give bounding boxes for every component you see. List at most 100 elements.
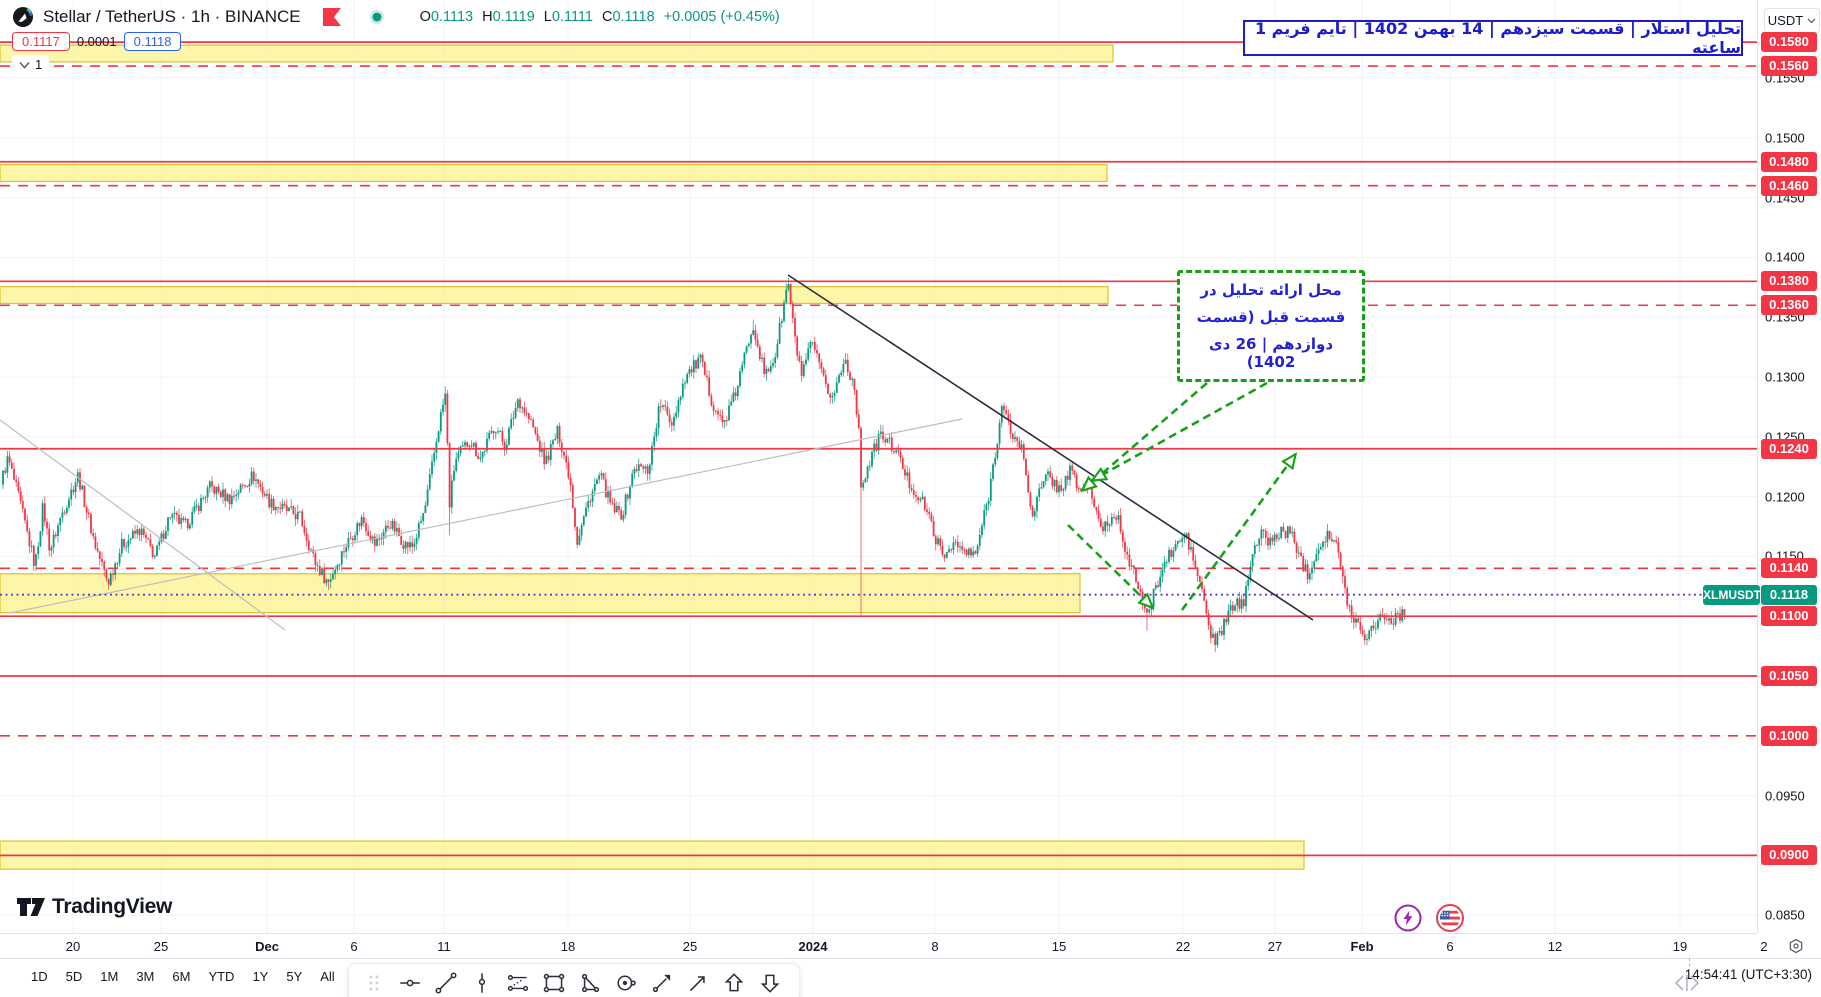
stellar-logo-icon [12, 6, 34, 28]
close-value: 0.1118 [612, 9, 655, 25]
date-range-switcher: 1D 5D 1M 3M 6M YTD 1Y 5Y All [24, 964, 391, 988]
level-price-badge: 0.1360 [1761, 295, 1817, 316]
current-price-badge: 0.1118 [1761, 584, 1817, 605]
bottom-toolbar: 1D 5D 1M 3M 6M YTD 1Y 5Y All 14:54:41 (UTC+3:30) [0, 958, 1821, 997]
chevron-down-icon [1807, 18, 1816, 23]
chart-event-icons [1393, 903, 1465, 933]
ascending-gray-trendline[interactable] [9, 418, 963, 614]
price-tick-label: 0.1400 [1765, 249, 1805, 265]
market-status-dot-icon[interactable] [369, 9, 385, 25]
ask-price-box[interactable]: 0.1118 [123, 32, 182, 51]
symbol-title[interactable]: Stellar / TetherUS · 1h · BINANCE [43, 7, 301, 26]
change-value: +0.0005 (+0.45%) [663, 9, 780, 25]
supply-demand-zone-1[interactable] [0, 44, 1114, 63]
open-value: 0.1113 [430, 9, 474, 25]
breakdown-arrow[interactable] [1067, 524, 1152, 607]
time-axis-label: 6 [1446, 939, 1454, 954]
supply-demand-zone-2[interactable] [0, 164, 1108, 183]
drag-handle[interactable] [357, 968, 390, 997]
time-axis-label: 6 [350, 939, 358, 954]
clock-utc-label[interactable]: 14:54:41 (UTC+3:30) [1684, 967, 1812, 982]
price-tick-label: 0.0950 [1765, 788, 1805, 804]
range-button-all[interactable]: All [320, 968, 335, 984]
level-price-badge: 0.1480 [1761, 151, 1817, 172]
time-axis-label: 19 [1672, 939, 1688, 954]
level-price-badge: 0.0900 [1761, 845, 1817, 866]
range-button-5d[interactable]: 5D [65, 968, 83, 984]
arrow-up-tool-icon[interactable] [717, 968, 750, 997]
time-axis-label: 25 [682, 939, 698, 954]
symbol-price-tag: XLMUSDT [1703, 584, 1761, 605]
axis-settings-gear-icon[interactable] [1786, 936, 1806, 956]
us-flag-icon[interactable] [1435, 903, 1465, 933]
level-price-badge: 0.1580 [1761, 32, 1817, 53]
goto-realtime-button[interactable] [1672, 972, 1702, 994]
bid-price-box[interactable]: 0.1117 [12, 32, 70, 51]
time-axis-label: 2 [1760, 939, 1768, 954]
time-axis[interactable]: 20 25 Dec 6 11 18 25 2024 8 15 22 27 Feb 6 12 19 2 [0, 933, 1768, 959]
indicator-interval-chip[interactable]: 1 [12, 55, 50, 74]
price-tick-label: 0.1500 [1765, 130, 1805, 146]
box-pointer-arrow-2[interactable] [1093, 381, 1268, 480]
chart-canvas[interactable] [0, 0, 1757, 933]
ohlc-readout: O0.1113 H0.1119 L0.1111 C0.1118 +0.0005 … [419, 9, 780, 25]
time-axis-label: 18 [560, 939, 576, 954]
supply-demand-zone-4[interactable] [0, 573, 1081, 614]
time-axis-label: 25 [153, 939, 169, 954]
time-axis-label: 8 [931, 939, 939, 954]
annotation-line-3: دوازدهم | 26 دی 1402) [1208, 335, 1334, 372]
range-button-1d[interactable]: 1D [31, 968, 48, 984]
range-button-1m[interactable]: 1M [100, 968, 119, 984]
flag-marker-icon[interactable] [322, 7, 342, 27]
chevron-down-icon [19, 61, 30, 69]
annotation-line-2: قسمت قبل (قسمت [1196, 307, 1346, 326]
level-price-badge: 0.1240 [1761, 438, 1817, 459]
tradingview-mark-icon [17, 898, 45, 916]
time-axis-label: 11 [437, 939, 451, 954]
time-axis-label: Feb [1350, 939, 1374, 954]
currency-toggle-button[interactable]: USDT [1764, 8, 1820, 33]
analysis-title-banner[interactable]: تحلیل استلار | قسمت سیزدهم | 14 بهمن 140… [1243, 19, 1743, 57]
time-axis-label: 12 [1547, 939, 1563, 954]
parallel-channel-tool-icon[interactable] [501, 968, 534, 997]
tradingview-logo[interactable]: TradingView [16, 895, 172, 919]
time-axis-label: 20 [65, 939, 81, 954]
range-button-3m[interactable]: 3M [136, 968, 155, 984]
level-price-badge: 0.1000 [1761, 725, 1817, 746]
candlestick-series [2, 277, 1406, 653]
price-tick-label: 0.1200 [1765, 489, 1805, 505]
range-button-ytd[interactable]: YTD [208, 968, 235, 984]
vertical-line-tool-icon[interactable] [465, 968, 498, 997]
level-price-badge: 0.1560 [1761, 56, 1817, 77]
price-axis[interactable]: USDT 0.1550 0.1500 0.1450 0.1400 0.1350 0.130… [1757, 0, 1821, 933]
triangle-tool-icon[interactable] [573, 968, 606, 997]
arrow-marker-tool-icon[interactable] [645, 968, 678, 997]
level-price-badge: 0.1100 [1761, 606, 1817, 627]
spread-value: 0.0001 [76, 34, 117, 49]
annotation-callout-box[interactable]: محل ارائه تحلیل در قسمت قبل (قسمت دوازده… [1177, 270, 1365, 382]
descending-trendline[interactable] [787, 274, 1314, 621]
time-axis-label: 15 [1051, 939, 1067, 954]
arrow-down-tool-icon[interactable] [753, 968, 786, 997]
range-button-1y[interactable]: 1Y [252, 968, 269, 984]
level-price-badge: 0.1140 [1761, 558, 1817, 579]
time-axis-label: Dec [255, 939, 279, 954]
level-price-badge: 0.1050 [1761, 666, 1817, 686]
time-axis-label: 22 [1175, 939, 1191, 954]
horizontal-line-tool-icon[interactable] [393, 968, 426, 997]
arrow-tool-icon[interactable] [681, 968, 714, 997]
range-button-5y[interactable]: 5Y [286, 968, 303, 984]
level-price-badge: 0.1380 [1761, 271, 1817, 292]
trend-line-tool-icon[interactable] [429, 968, 462, 997]
tradingview-brand-text: TradingView [52, 895, 173, 918]
ellipse-tool-icon[interactable] [609, 968, 642, 997]
lightning-icon[interactable] [1393, 903, 1423, 933]
range-button-6m[interactable]: 6M [172, 968, 191, 984]
rectangle-tool-icon[interactable] [537, 968, 570, 997]
high-value: 0.1119 [492, 9, 535, 25]
supply-demand-zone-3[interactable] [0, 286, 1109, 305]
projection-up-arrow[interactable] [1180, 455, 1295, 611]
bid-ask-row: 0.1117 0.0001 0.1118 [12, 32, 182, 51]
last-bar-tick [1689, 958, 1690, 972]
price-tick-label: 0.1300 [1765, 369, 1805, 385]
